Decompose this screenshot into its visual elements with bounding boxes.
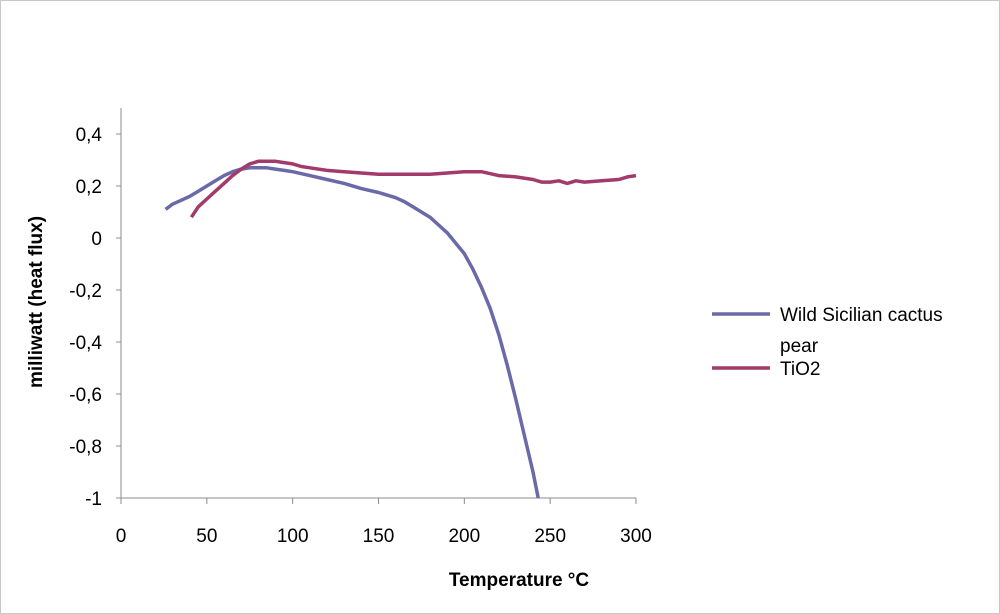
x-tick-label: 250: [534, 526, 566, 547]
x-tick-label: 50: [196, 526, 217, 547]
x-tick-label: 300: [620, 526, 652, 547]
x-tick-label: 0: [116, 526, 127, 547]
y-axis-title: milliwatt (heat flux): [26, 216, 47, 388]
y-tick-label: -0,2: [69, 281, 102, 302]
y-tick-label: -0,6: [69, 385, 102, 406]
legend-label: TiO2: [780, 359, 820, 380]
series-line-cactus-pear: [164, 166, 540, 499]
legend-label: Wild Sicilian cactus: [780, 305, 943, 326]
y-tick-label: 0: [91, 229, 102, 250]
y-tick-label: -1: [85, 489, 102, 510]
y-tick-label: -0,8: [69, 437, 102, 458]
axes: [116, 108, 637, 504]
legend-label: pear: [780, 336, 819, 357]
x-axis-title: Temperature °C: [449, 570, 590, 591]
y-tick-label: 0,2: [76, 177, 102, 198]
y-tick-label: -0,4: [69, 333, 102, 354]
y-tick-label: 0,4: [76, 125, 103, 146]
x-tick-label: 150: [363, 526, 395, 547]
plot-area: [164, 159, 637, 499]
x-tick-label: 100: [277, 526, 309, 547]
series-line-tio2: [189, 159, 637, 219]
tick-labels: 0,4 0,2 0 -0,2 -0,4 -0,6 -0,8 -1 0 50 100 150 200 250…: [69, 125, 652, 547]
x-tick-label: 200: [448, 526, 480, 547]
